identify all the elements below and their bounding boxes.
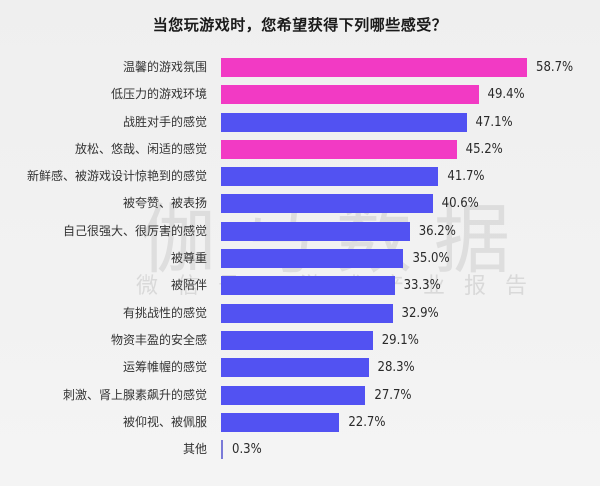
bar-row: 被陪伴 33.3% [0, 275, 600, 302]
bar [221, 112, 467, 132]
value-label: 27.7% [374, 387, 412, 403]
category-label: 其他 [182, 442, 207, 457]
bar [221, 167, 439, 187]
bar-row: 放松、悠哉、闲适的感觉 45.2% [0, 139, 600, 166]
value-label: 22.7% [348, 414, 386, 430]
value-label: 32.9% [401, 305, 439, 321]
category-label: 战胜对手的感觉 [122, 114, 207, 129]
value-label: 28.3% [377, 360, 415, 376]
bar [221, 249, 404, 269]
bar-row: 战胜对手的感觉 47.1% [0, 112, 600, 139]
bar-row: 被夸赞、被表扬 40.6% [0, 193, 600, 220]
bar-row: 有挑战性的感觉 32.9% [0, 303, 600, 330]
bar [221, 303, 393, 323]
bar [221, 194, 433, 214]
bar-row: 物资丰盈的安全感 29.1% [0, 330, 600, 357]
category-label: 运筹帷幄的感觉 [122, 360, 207, 375]
bar-row: 运筹帷幄的感觉 28.3% [0, 357, 600, 384]
chart-title: 当您玩游戏时，您希望获得下列哪些感受？ [152, 16, 448, 34]
bar [221, 85, 479, 105]
category-label: 自己很强大、很厉害的感觉 [62, 223, 207, 238]
category-label: 物资丰盈的安全感 [110, 332, 207, 347]
value-label: 45.2% [465, 141, 503, 157]
bar-chart-rows: 温馨的游戏氛围 58.7% 低压力的游戏环境 49.4% 战胜对手的感觉 47.1% 放松、… [0, 57, 600, 466]
value-label: 41.7% [447, 169, 485, 185]
value-label: 33.3% [403, 278, 441, 294]
value-label: 0.3% [232, 442, 262, 458]
category-label: 放松、悠哉、闲适的感觉 [74, 141, 207, 156]
bar-row: 自己很强大、很厉害的感觉 36.2% [0, 221, 600, 248]
category-label: 新鲜感、被游戏设计惊艳到的感觉 [26, 169, 207, 184]
bar-row: 刺激、肾上腺素飙升的感觉 27.7% [0, 385, 600, 412]
bar [221, 358, 369, 378]
value-label: 40.6% [441, 196, 479, 212]
bar [221, 58, 527, 77]
value-label: 35.0% [412, 251, 450, 267]
bar [221, 412, 340, 432]
category-label: 有挑战性的感觉 [122, 305, 207, 320]
category-label: 低压力的游戏环境 [110, 87, 207, 102]
value-label: 36.2% [418, 223, 456, 239]
bar [221, 221, 410, 241]
bar [221, 276, 395, 296]
bar [221, 330, 373, 350]
category-label: 被夸赞、被表扬 [122, 196, 207, 211]
value-label: 47.1% [475, 114, 513, 130]
bar-row: 被尊重 35.0% [0, 248, 600, 275]
bar-row: 其他 0.3% [0, 439, 600, 466]
category-label: 被陪伴 [170, 278, 207, 293]
value-label: 58.7% [536, 60, 574, 75]
bar-row: 低压力的游戏环境 49.4% [0, 84, 600, 111]
value-label: 49.4% [487, 87, 525, 103]
bar [221, 385, 366, 405]
bar [221, 139, 457, 159]
category-label: 被尊重 [170, 251, 207, 266]
bar [221, 440, 223, 460]
category-label: 温馨的游戏氛围 [122, 60, 207, 74]
bar-row: 温馨的游戏氛围 58.7% [0, 57, 600, 84]
category-label: 刺激、肾上腺素飙升的感觉 [62, 387, 207, 402]
bar-row: 被仰视、被佩服 22.7% [0, 412, 600, 439]
category-label: 被仰视、被佩服 [122, 414, 207, 429]
bar-row: 新鲜感、被游戏设计惊艳到的感觉 41.7% [0, 166, 600, 193]
value-label: 29.1% [381, 332, 419, 348]
